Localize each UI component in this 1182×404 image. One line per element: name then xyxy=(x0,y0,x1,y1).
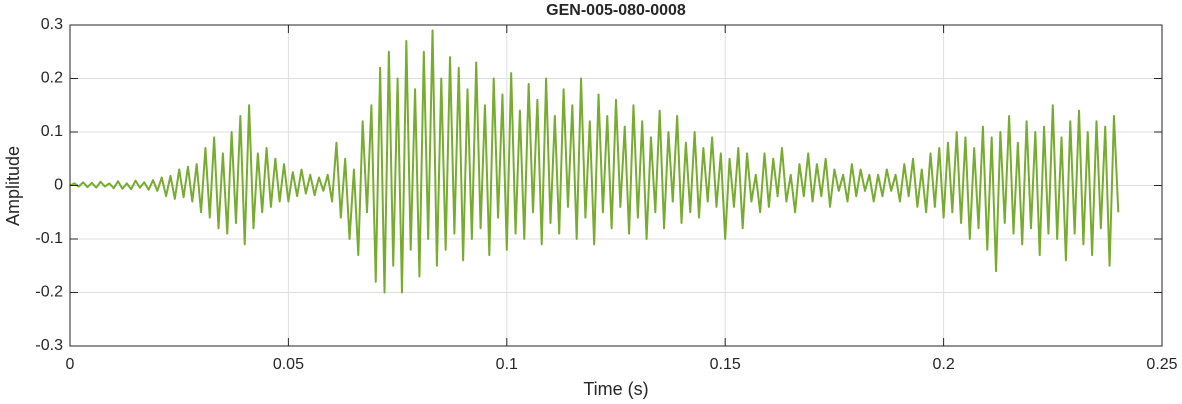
y-axis-label: Amplitude xyxy=(3,146,23,226)
chart-title: GEN-005-080-0008 xyxy=(546,2,686,19)
y-tick-label: -0.2 xyxy=(35,284,63,301)
x-tick-label: 0.2 xyxy=(932,356,954,373)
waveform xyxy=(69,29,1120,294)
x-tick-label: 0.15 xyxy=(710,356,741,373)
x-axis-label: Time (s) xyxy=(583,379,648,399)
y-tick-label: 0.3 xyxy=(41,16,63,33)
plot xyxy=(69,29,1120,294)
x-tick-label: 0.05 xyxy=(273,356,304,373)
x-tick-label: 0.25 xyxy=(1146,356,1177,373)
y-tick-label: 0 xyxy=(54,177,63,194)
y-tick-label: 0.1 xyxy=(41,123,63,140)
y-tick-label: 0.2 xyxy=(41,70,63,87)
y-tick-label: -0.1 xyxy=(35,230,63,247)
x-tick-label: 0 xyxy=(66,356,75,373)
x-tick-label: 0.1 xyxy=(496,356,518,373)
ticks: 0 0.05 0.1 0.15 0.2 0.25 -0.3 -0.2 -0.1 0 0.1 0.2 0.… xyxy=(35,16,1177,373)
y-tick-label: -0.3 xyxy=(35,337,63,354)
